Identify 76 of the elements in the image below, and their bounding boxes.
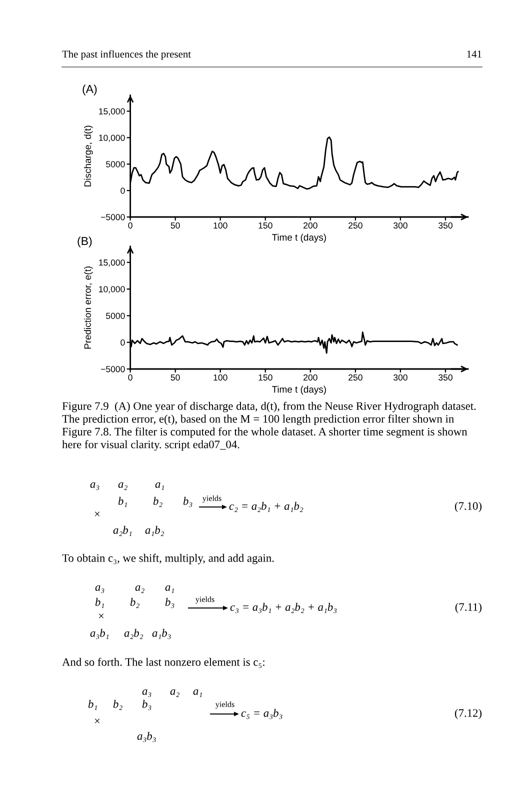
caption: Figure 7.9 (A) One year of discharge data, d(t), from the Neuse River Hydrograph dataset. [62, 402, 476, 412]
text: b₁ [95, 598, 104, 608]
caption: Figure 7.8. The filter is computed for the whole dataset. A shorter time segment is shown [62, 427, 468, 438]
text: b₃ [183, 496, 192, 508]
y-tick-label: 0 [120, 188, 125, 194]
text: a₃b₁ [90, 628, 109, 640]
text: To obtain c₃, we shift, multiply, and add again. [62, 554, 274, 564]
text: × [98, 614, 104, 618]
text: a₁ [193, 689, 202, 698]
x-tick-label: 350 [438, 222, 452, 229]
text: a₂ [118, 482, 128, 490]
chart-title: (B) [78, 236, 92, 248]
x-tick-label: 350 [438, 374, 452, 381]
text: yields [202, 495, 222, 503]
y-tick-label: 5000 [106, 312, 125, 319]
text: (7.11) [455, 602, 482, 614]
x-tick-label: 250 [348, 222, 362, 229]
x-tick-label: 300 [393, 374, 408, 381]
x-tick-label: 200 [304, 374, 318, 381]
text: The past influences the present [62, 50, 191, 60]
text: a₂b₁ [113, 526, 132, 536]
y-tick-label: 0 [120, 339, 125, 346]
text: yields [195, 596, 214, 604]
text: (7.12) [454, 708, 482, 720]
text: b₂ [130, 598, 140, 608]
text: c₂ = a₂b₁ + a₁b₂ [229, 502, 304, 512]
y-tick-label: −5000 [101, 366, 125, 372]
x-tick-label: 50 [170, 374, 180, 381]
text: a₃ [95, 585, 104, 594]
y-axis-title: Prediction error, e(t) [84, 266, 93, 349]
x-tick-label: 50 [170, 222, 180, 229]
x-tick-label: 150 [258, 222, 272, 229]
y-tick-label: 15,000 [99, 108, 125, 116]
text: b₁ [88, 700, 97, 710]
text: (7.10) [454, 502, 482, 512]
text: here for visual clarity. script eda07_04. [62, 440, 240, 451]
x-tick-label: 250 [348, 374, 362, 381]
x-tick-label: 0 [128, 374, 132, 381]
text: b₁ [118, 496, 127, 508]
text: a₃b₃ [137, 732, 156, 742]
x-tick-label: 100 [214, 222, 228, 229]
text: a₁b₂ [145, 526, 164, 536]
text: b₂ [113, 700, 122, 710]
x-tick-label: 100 [214, 374, 228, 381]
text: And so forth. The last nonzero element is c₅: [62, 658, 264, 668]
text: a₁b₃ [152, 628, 171, 640]
text: a₂ [135, 585, 144, 594]
text: × [94, 512, 100, 516]
text: a₁ [165, 585, 174, 594]
text: a₃ [142, 689, 152, 698]
text: The prediction error, e(t), based on the M = 100 length prediction error filter shown in [62, 414, 454, 426]
x-axis-title: Time t (days) [272, 234, 326, 243]
text: 141 [467, 50, 482, 58]
y-axis-title: Discharge, d(t) [84, 126, 93, 186]
y-tick-label: 10,000 [99, 286, 125, 294]
x-tick-label: 150 [258, 374, 272, 381]
x-tick-label: 300 [393, 222, 408, 229]
y-tick-label: −5000 [101, 214, 125, 220]
y-tick-label: 5000 [106, 161, 125, 168]
text: yields [215, 701, 234, 709]
text: b₃ [165, 598, 174, 608]
text: b₂ [153, 496, 162, 508]
text: b₃ [142, 700, 152, 710]
y-tick-label: 10,000 [99, 134, 125, 142]
text: c₅ = a₃b₃ [241, 708, 282, 720]
text: a₁ [155, 482, 164, 490]
text: c₃ = a₃b₁ + a₂b₂ + a₁b₃ [230, 602, 337, 614]
text: × [94, 718, 100, 724]
y-tick-label: 15,000 [99, 259, 125, 267]
x-axis-title: Time t (days) [272, 386, 326, 395]
text: a₂b₂ [124, 628, 144, 640]
x-tick-label: 0 [128, 222, 132, 229]
x-tick-label: 200 [304, 222, 318, 229]
text: a₃ [90, 482, 100, 490]
chart-title: (A) [82, 84, 97, 96]
text: a₂ [170, 689, 180, 698]
